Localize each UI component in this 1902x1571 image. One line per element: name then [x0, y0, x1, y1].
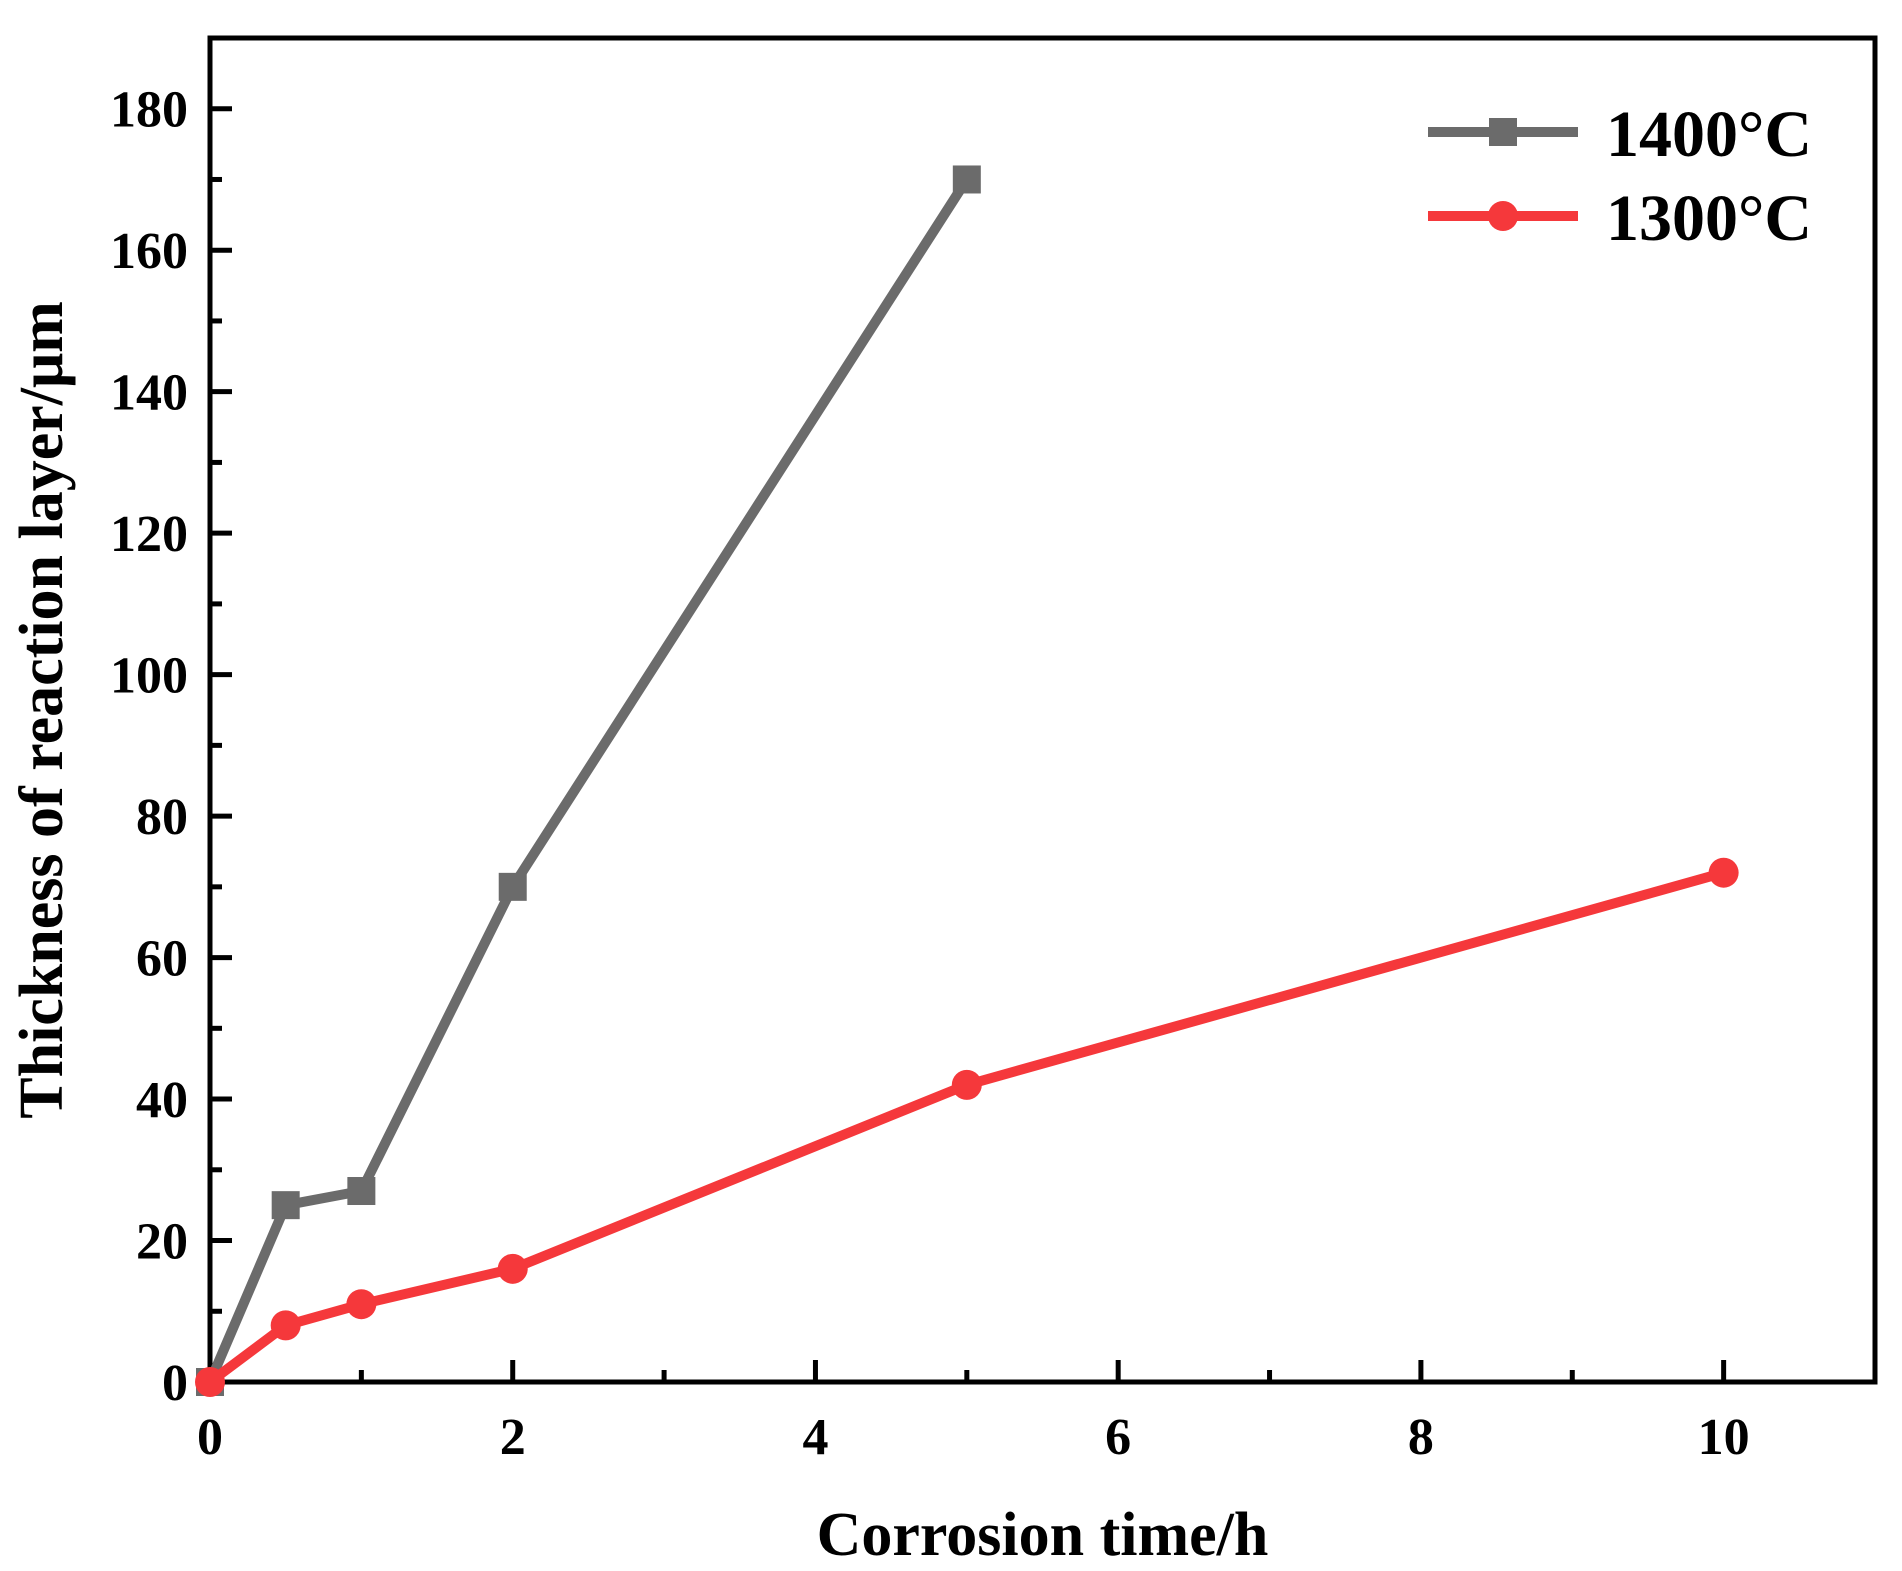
data-point-square: [952, 165, 981, 194]
plot-frame: [207, 35, 1878, 1385]
y-tick-label: 60: [136, 931, 188, 988]
y-tick-label: 160: [110, 223, 188, 280]
y-axis-ticks: 0 20 40 60 80 100 120 140 160 180: [110, 35, 232, 1412]
legend-item: 1400°C: [1428, 98, 1812, 171]
series-line: [207, 867, 1725, 1387]
x-tick-label: 6: [1105, 1409, 1131, 1466]
x-axis-title: Corrosion time/h: [817, 1501, 1269, 1569]
data-point-square: [271, 1191, 300, 1220]
data-point-circle: [346, 1289, 377, 1320]
y-axis-title: Thickness of reaction layer/μm: [8, 301, 76, 1119]
series-group: [195, 857, 1739, 1397]
x-tick-label: 8: [1408, 1409, 1434, 1466]
legend-item: 1300°C: [1428, 182, 1812, 255]
x-tick-label: 10: [1698, 1409, 1750, 1466]
y-tick-label: 80: [136, 789, 188, 846]
legend: 1400°C 1300°C: [1428, 98, 1812, 255]
y-tick-label: 40: [136, 1072, 188, 1129]
data-point-circle: [195, 1367, 225, 1397]
data-point-circle: [951, 1069, 982, 1100]
data-point-circle: [497, 1253, 528, 1284]
data-point-circle: [270, 1310, 301, 1341]
y-tick-label: 140: [110, 365, 188, 422]
legend-marker-circle: [1488, 201, 1518, 231]
y-tick-label: 100: [110, 648, 188, 705]
legend-label: 1300°C: [1606, 182, 1812, 255]
series-layer: [195, 165, 1739, 1397]
legend-label: 1400°C: [1606, 98, 1812, 171]
data-point-square: [347, 1177, 376, 1206]
plot-border: [207, 35, 1878, 1385]
x-axis-ticks: 0 2 4 6 8 10: [197, 1360, 1878, 1466]
y-tick-label: 20: [136, 1214, 188, 1271]
x-tick-label: 2: [500, 1409, 526, 1466]
legend-marker-square: [1489, 118, 1517, 146]
data-point-square: [498, 872, 527, 901]
series-group: [196, 165, 981, 1396]
series-line: [205, 176, 972, 1384]
x-tick-label: 4: [802, 1409, 828, 1466]
x-tick-label: 0: [197, 1409, 223, 1466]
y-tick-label: 0: [162, 1355, 188, 1412]
y-tick-label: 120: [110, 506, 188, 563]
data-point-circle: [1708, 857, 1739, 888]
y-tick-label: 180: [110, 82, 188, 139]
